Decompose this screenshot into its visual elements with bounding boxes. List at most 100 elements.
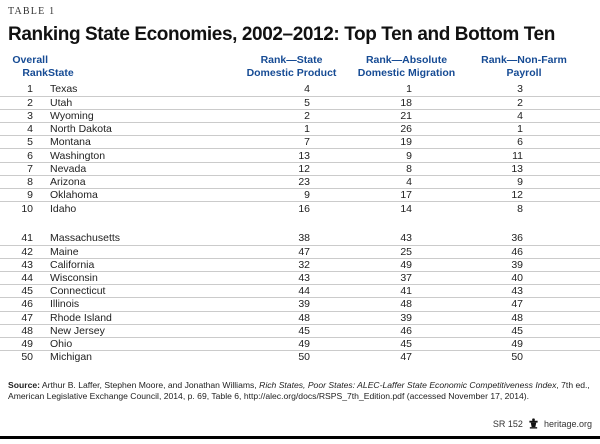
cell-state: New Jersey	[50, 324, 105, 337]
cell-absolute-domestic-migration-rank: 19	[400, 136, 412, 149]
header-line: Rank—Non-Farm	[481, 54, 567, 66]
cell-filler	[584, 298, 600, 311]
table-row: 46 Illinois 39 48 47	[0, 298, 600, 311]
cell-filler	[584, 311, 600, 324]
cell-filler	[584, 162, 600, 175]
source-book-title: Rich States, Poor States: ALEC-Laffer St…	[259, 379, 557, 390]
cell-filler	[584, 258, 600, 271]
cell-filler	[584, 202, 600, 215]
cell-state: Arizona	[50, 175, 86, 188]
table-row: 44 Wisconsin 43 37 40	[0, 271, 600, 285]
table-row: 6 Washington 13 9 11	[0, 149, 600, 163]
cell-state-domestic-product-rank: 50	[298, 351, 310, 364]
cell-state-domestic-product-rank: 16	[298, 202, 310, 215]
cell-state-domestic-product-rank: 49	[298, 337, 310, 350]
cell-absolute-domestic-migration-rank: 21	[400, 109, 412, 122]
table-row: 43 California 32 49 39	[0, 258, 600, 272]
page-title: Ranking State Economies, 2002–2012: Top …	[8, 24, 555, 45]
table-row: 8 Arizona 23 4 9	[0, 175, 600, 189]
table-header: Overall Rank State Rank—State Domestic P…	[0, 54, 600, 83]
table-row: 50 Michigan 50 47 50	[0, 351, 600, 364]
cell-filler	[584, 189, 600, 202]
cell-state-domestic-product-rank: 13	[298, 149, 310, 162]
cell-state: Connecticut	[50, 285, 106, 298]
cell-state-domestic-product-rank: 39	[298, 298, 310, 311]
cell-state: Illinois	[50, 298, 80, 311]
cell-absolute-domestic-migration-rank: 43	[400, 232, 412, 245]
cell-non-farm-payroll-rank: 49	[511, 337, 523, 350]
heritage-tower-icon	[528, 418, 539, 429]
cell-filler	[584, 232, 600, 245]
cell-overall-rank: 2	[27, 96, 33, 109]
cell-absolute-domestic-migration-rank: 45	[400, 337, 412, 350]
footer-credit: SR 152 heritage.org	[493, 418, 592, 429]
cell-state: Washington	[50, 149, 106, 162]
table-row: 48 New Jersey 45 46 45	[0, 324, 600, 338]
cell-state: Massachusetts	[50, 232, 121, 245]
cell-non-farm-payroll-rank: 45	[511, 324, 523, 337]
group-gap	[0, 215, 600, 232]
cell-overall-rank: 42	[21, 245, 33, 258]
header-line: Domestic Migration	[357, 67, 456, 79]
column-header-filler	[584, 54, 600, 83]
table-row: 2 Utah 5 18 2	[0, 96, 600, 110]
cell-state: Ohio	[50, 337, 73, 350]
cell-non-farm-payroll-rank: 47	[511, 298, 523, 311]
cell-state: Utah	[50, 96, 73, 109]
cell-non-farm-payroll-rank: 6	[517, 136, 523, 149]
cell-filler	[584, 324, 600, 337]
header-line: Domestic Product	[246, 67, 337, 79]
cell-filler	[584, 149, 600, 162]
cell-absolute-domestic-migration-rank: 9	[406, 149, 412, 162]
table-row: 3 Wyoming 2 21 4	[0, 109, 600, 123]
cell-non-farm-payroll-rank: 13	[511, 162, 523, 175]
table-row: 9 Oklahoma 9 17 12	[0, 189, 600, 202]
cell-state-domestic-product-rank: 47	[298, 245, 310, 258]
header-line: Payroll	[506, 67, 542, 79]
cell-filler	[584, 337, 600, 350]
cell-state-domestic-product-rank: 44	[298, 285, 310, 298]
cell-absolute-domestic-migration-rank: 26	[400, 123, 412, 136]
cell-non-farm-payroll-rank: 11	[512, 149, 523, 162]
cell-filler	[584, 123, 600, 136]
cell-overall-rank: 4	[27, 123, 33, 136]
site-link: heritage.org	[543, 418, 592, 429]
cell-state: Montana	[50, 136, 91, 149]
source-label: Source:	[8, 379, 40, 390]
table-row: 41 Massachusetts 38 43 36	[0, 232, 600, 246]
cell-non-farm-payroll-rank: 3	[517, 83, 523, 96]
cell-state: Michigan	[50, 351, 93, 364]
cell-state: Texas	[50, 83, 78, 96]
bottom-rule	[0, 436, 600, 439]
cell-state-domestic-product-rank: 23	[298, 175, 310, 188]
table-row: 5 Montana 7 19 6	[0, 136, 600, 149]
cell-absolute-domestic-migration-rank: 4	[406, 175, 412, 188]
header-line: Overall	[12, 54, 48, 66]
cell-state: Nevada	[50, 162, 87, 175]
source-note: Source: Arthur B. Laffer, Stephen Moore,…	[8, 380, 600, 402]
table-row: 49 Ohio 49 45 49	[0, 337, 600, 351]
cell-state-domestic-product-rank: 32	[298, 258, 310, 271]
cell-overall-rank: 50	[21, 351, 33, 364]
cell-overall-rank: 49	[21, 337, 33, 350]
cell-overall-rank: 43	[21, 258, 33, 271]
cell-state-domestic-product-rank: 4	[304, 83, 310, 96]
cell-non-farm-payroll-rank: 36	[511, 232, 523, 245]
cell-absolute-domestic-migration-rank: 1	[406, 83, 412, 96]
cell-absolute-domestic-migration-rank: 18	[400, 96, 412, 109]
ranking-table: Overall Rank State Rank—State Domestic P…	[0, 54, 600, 364]
cell-overall-rank: 8	[27, 175, 33, 188]
source-text: Arthur B. Laffer, Stephen Moore, and Jon…	[40, 379, 260, 390]
table-row: 45 Connecticut 44 41 43	[0, 285, 600, 298]
cell-state: Wisconsin	[50, 272, 98, 285]
cell-non-farm-payroll-rank: 4	[517, 109, 523, 122]
cell-non-farm-payroll-rank: 46	[511, 245, 523, 258]
cell-state-domestic-product-rank: 9	[304, 189, 310, 202]
header-line: Rank—Absolute	[365, 54, 448, 66]
cell-overall-rank: 9	[27, 189, 33, 202]
table-label: TABLE 1	[8, 6, 56, 17]
cell-state-domestic-product-rank: 43	[298, 272, 310, 285]
table-row: 1 Texas 4 1 3	[0, 83, 600, 97]
cell-absolute-domestic-migration-rank: 14	[400, 202, 412, 215]
cell-non-farm-payroll-rank: 43	[511, 285, 523, 298]
